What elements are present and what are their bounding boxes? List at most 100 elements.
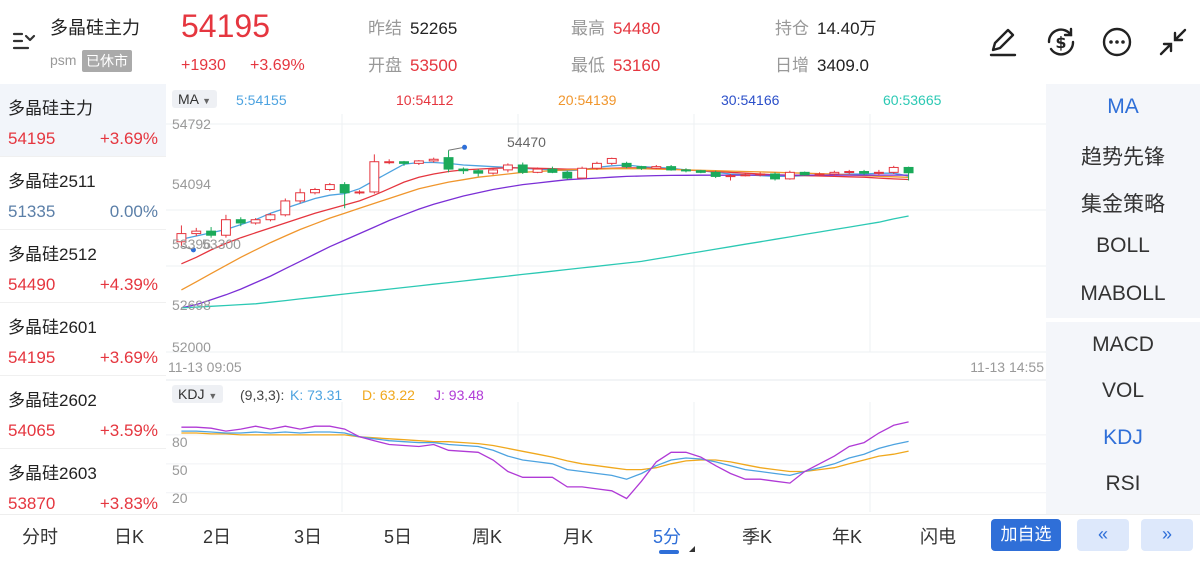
edit-icon[interactable] [985,24,1021,60]
candle-body [517,164,528,173]
chevron-down-icon: ▼ [208,391,218,401]
tab-quarterly-k[interactable]: 季K [742,527,773,547]
indicator-boll[interactable]: BOLL [1096,234,1150,257]
ma60-line [181,215,909,309]
stat-value: 52265 [410,19,458,38]
indicator-menu: MA 趋势先锋 集金策略 BOLL MABOLL MACD VOL KDJ RS… [1046,84,1200,514]
tab-monthly-k[interactable]: 月K [563,527,594,547]
menu-divider [1046,318,1200,322]
exchange-code: psm [50,52,77,68]
contract-item-2511[interactable]: 多晶硅2511 51335 0.00% [0,157,166,230]
exchange-rate-icon[interactable]: $ [1043,24,1079,60]
add-watchlist-button[interactable]: 加自选 [991,519,1061,551]
active-tab-indicator [659,550,679,554]
candle-body [458,168,469,172]
candle-body [681,169,691,172]
quote-header: 多晶硅主力 psm 已休市 54195 +1930 +3.69% 昨结 52265… [0,0,1200,84]
contract-name: 多晶硅2601 [8,318,97,337]
kdj-j-line [181,421,909,500]
y-axis-label: 54094 [172,176,211,192]
back-menu-icon[interactable] [12,30,40,52]
ma5-line [181,161,909,240]
indicator-macd[interactable]: MACD [1092,333,1154,356]
price-change: +1930 [181,57,226,74]
chevron-down-icon: ▼ [202,96,212,106]
chart-canvas[interactable] [166,84,1046,514]
ma60-legend: 60:53665 [883,92,942,108]
candle-body [191,230,202,235]
candle-body [280,200,291,216]
indicator-maboll[interactable]: MABOLL [1080,282,1166,305]
contract-price: 54065 [8,421,56,440]
y-axis-label: 53396 [172,236,211,252]
tab-weekly-k[interactable]: 周K [472,527,503,547]
low-marker-dot [190,247,196,253]
candle-body [532,168,543,173]
kdj-selector-label: KDJ [178,386,205,402]
tab-5min[interactable]: 5分 [653,527,682,547]
stat-label: 日增 [775,56,809,75]
contract-item-2601[interactable]: 多晶硅2601 54195 +3.69% [0,303,166,376]
period-tab-bar: 分时 日K 2日 3日 5日 周K 月K 5分 季K 年K 闪电 加自选 « » [0,514,1200,571]
candle-body [384,161,395,164]
contract-name: 多晶硅2511 [8,172,96,191]
kdj-selector[interactable]: KDJ ▼ [172,385,224,403]
candle-body [295,192,306,202]
more-icon[interactable] [1099,24,1135,60]
contract-item-2603[interactable]: 多晶硅2603 53870 +3.83% [0,449,166,522]
low-marker-label: 53300 [202,236,241,252]
candle-body [562,171,573,179]
candle-body [636,166,647,169]
indicator-ma[interactable]: MA [1107,95,1139,118]
kdj-y-label: 80 [172,434,188,450]
stat-label: 最高 [571,19,605,38]
indicator-vol[interactable]: VOL [1101,379,1145,402]
kdj-d-legend: D: 63.22 [362,387,415,403]
next-contract-button[interactable]: » [1141,519,1193,551]
candle-body [235,219,246,224]
kdj-d-line [181,432,909,473]
tab-yearly-k[interactable]: 年K [832,527,863,547]
candle-body [310,188,320,194]
candle-body [577,167,588,179]
contract-name: 多晶硅2602 [8,391,97,410]
indicator-trend-pioneer[interactable]: 趋势先锋 [1081,146,1165,169]
indicator-fund-strategy[interactable]: 集金策略 [1081,193,1165,216]
tab-intraday[interactable]: 分时 [22,527,58,547]
kline-chart[interactable]: MA ▼ 5:54155 10:54112 20:54139 30:54166 … [166,84,1046,514]
tab-5day[interactable]: 5日 [384,527,413,547]
stat-high: 最高 54480 [571,14,660,39]
indicator-kdj[interactable]: KDJ [1103,426,1143,449]
contract-list: 多晶硅主力 54195 +3.69% 多晶硅2511 51335 0.00% 多晶硅… [0,84,166,514]
ma10-legend: 10:54112 [396,92,454,108]
contract-item-main[interactable]: 多晶硅主力 54195 +3.69% [0,84,166,157]
tab-daily-k[interactable]: 日K [114,527,145,547]
collapse-icon[interactable] [1155,24,1191,60]
contract-item-2512[interactable]: 多晶硅2512 54490 +4.39% [0,230,166,303]
contract-item-2602[interactable]: 多晶硅2602 54065 +3.59% [0,376,166,449]
instrument-name: 多晶硅主力 [50,18,140,38]
candle-body [324,184,335,190]
tab-2day[interactable]: 2日 [203,527,232,547]
candle-body [888,166,899,173]
candle-body [666,166,677,171]
tab-3day[interactable]: 3日 [294,527,323,547]
period-caret-icon[interactable] [689,546,695,552]
candle-body [784,171,795,180]
ma-selector[interactable]: MA ▼ [172,90,218,108]
candle-body [339,184,350,194]
prev-contract-button[interactable]: « [1077,519,1129,551]
candle-body [443,157,454,170]
stat-open-interest: 持仓 14.40万 [775,14,877,39]
contract-price: 54490 [8,275,56,294]
kdj-params: (9,3,3): [240,387,285,403]
stat-value: 53160 [613,56,661,75]
candle-body [547,168,558,173]
indicator-rsi[interactable]: RSI [1105,472,1141,495]
tab-lightning[interactable]: 闪电 [920,527,956,547]
candle-body [621,162,632,168]
candle-body [413,160,424,164]
candle-body [799,171,810,176]
stat-open: 开盘 53500 [368,51,457,76]
candle-body [695,170,706,173]
